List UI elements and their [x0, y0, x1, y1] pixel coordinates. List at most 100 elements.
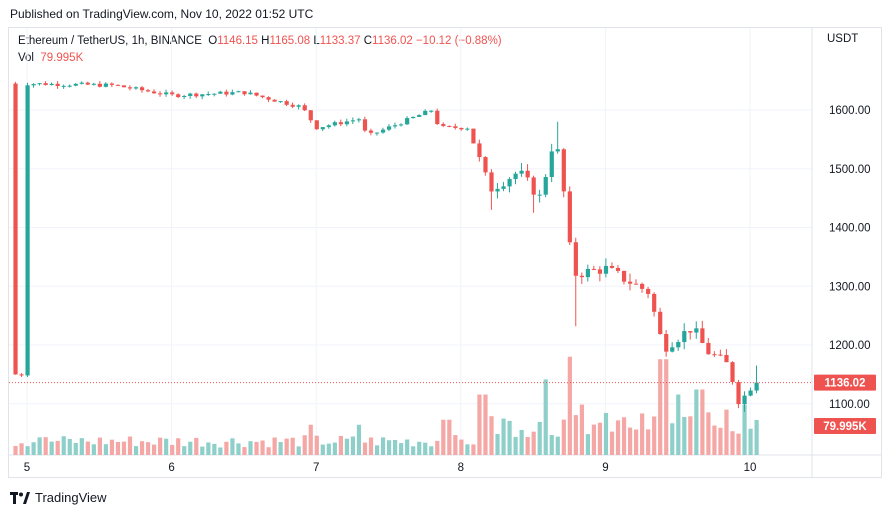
time-tick-label: 5: [24, 462, 30, 474]
candle-body: [640, 283, 645, 289]
candle-body: [507, 179, 512, 187]
candle-body: [338, 122, 343, 125]
candle-body: [55, 83, 60, 87]
volume-bar: [567, 356, 572, 455]
candle-body: [441, 124, 446, 126]
candle-body: [121, 85, 127, 88]
volume-bar: [103, 444, 109, 455]
candle-body: [609, 265, 615, 268]
candle-body: [350, 120, 356, 122]
price-tick-label: 1200.00: [829, 340, 871, 352]
volume-bar: [314, 435, 319, 455]
candle-body: [308, 110, 313, 121]
candle-body: [320, 127, 325, 130]
candle-body: [627, 281, 633, 284]
candle-body: [399, 124, 404, 126]
volume-bar: [393, 440, 398, 455]
volume-bar: [218, 447, 223, 455]
published-caption: Published on TradingView.com, Nov 10, 20…: [10, 7, 314, 21]
volume-bar: [411, 446, 416, 455]
low-value: 1133.37: [319, 35, 361, 47]
symbol-name: Ethereum / TetherUS, 1h, BINANCE: [18, 35, 202, 47]
volume-bar: [495, 433, 500, 455]
candle-body: [525, 170, 530, 178]
volume-bar: [43, 437, 48, 455]
candle-body: [676, 342, 681, 348]
volume-bar: [513, 436, 518, 455]
candle-body: [152, 91, 157, 94]
time-tick-label: 7: [313, 462, 319, 474]
volume-bar: [489, 416, 494, 455]
volume-bar: [344, 438, 350, 455]
candle-body: [567, 191, 572, 243]
volume-bar: [139, 441, 145, 455]
volume-bar: [200, 446, 205, 455]
candle-body: [248, 92, 253, 95]
candle-body: [73, 83, 78, 86]
volume-bar: [429, 446, 434, 455]
candle-body: [555, 149, 560, 152]
volume-bar: [441, 419, 446, 455]
candle-body: [242, 91, 247, 95]
candle-body: [646, 288, 651, 294]
volume-bar: [435, 440, 440, 455]
candle-body: [688, 331, 693, 333]
candle-body: [591, 268, 597, 270]
candle-body: [471, 128, 476, 144]
volume-bar: [115, 442, 121, 455]
volume-bar: [362, 442, 368, 455]
candle-body: [85, 82, 90, 85]
price-tick-label: 1400.00: [829, 223, 871, 235]
volume-bar: [706, 412, 711, 455]
volume-bar: [206, 442, 211, 455]
volume-bar: [194, 437, 199, 455]
candle-body: [194, 93, 199, 97]
volume-bar: [182, 446, 187, 455]
candle-body: [49, 83, 54, 86]
volume-bar: [700, 389, 705, 455]
volume-bar: [621, 417, 627, 455]
candle-body: [158, 93, 163, 95]
candle-body: [700, 328, 705, 344]
volume-bar: [272, 437, 277, 455]
tradingview-logo[interactable]: TradingView: [10, 490, 107, 505]
candle-body: [652, 293, 657, 312]
open-label: O: [208, 35, 218, 47]
candle-body: [501, 186, 506, 189]
symbol-legend[interactable]: Ethereum / TetherUS, 1h, BINANCE O1146.1…: [18, 35, 502, 47]
candle-body: [266, 97, 271, 100]
volume-legend[interactable]: Vol 79.995K: [18, 52, 83, 64]
volume-bar: [579, 404, 584, 455]
candle-body: [447, 125, 452, 127]
volume-bar: [49, 441, 54, 455]
volume-bar: [585, 434, 591, 455]
candle-body: [103, 83, 109, 87]
candle-body: [380, 129, 386, 133]
candle-body: [212, 93, 217, 95]
volume-bar: [537, 421, 542, 455]
volume-bar: [417, 441, 422, 455]
volume-bar: [712, 425, 717, 455]
volume-bar: [188, 441, 193, 455]
volume-bar: [31, 442, 36, 455]
candle-body: [423, 110, 428, 116]
candle-body: [278, 101, 283, 103]
volume-bar: [380, 437, 386, 455]
close-value: 1136.02: [372, 35, 413, 47]
candle-body: [477, 143, 482, 158]
volume-bar: [121, 441, 127, 455]
volume-bar: [230, 438, 235, 455]
candle-body: [712, 354, 717, 356]
volume-bar: [507, 420, 512, 455]
volume-bar: [176, 438, 181, 455]
volume-bar: [549, 435, 554, 455]
volume-bar: [736, 433, 741, 455]
chart-frame[interactable]: [8, 27, 882, 478]
volume-bar: [640, 413, 645, 455]
volume-bar: [525, 437, 530, 455]
candle-body: [91, 83, 96, 85]
last-price-label: 1136.02: [825, 378, 866, 390]
volume-bar: [561, 419, 566, 455]
candle-body: [368, 130, 374, 133]
